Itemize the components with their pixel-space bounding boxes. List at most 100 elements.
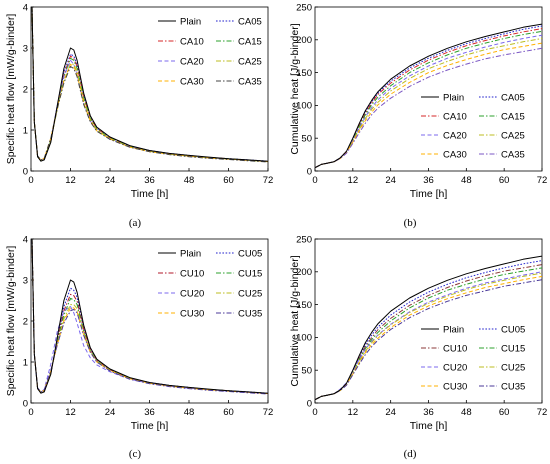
y-axis-label: Cumulative heat [J/g-binder] — [289, 23, 301, 154]
y-tick-label: 200 — [296, 267, 312, 278]
y-tick-label: 3 — [23, 43, 28, 54]
y-axis-label: Specific heat flow [mW/g-binder] — [5, 246, 17, 397]
caption-a: (a) — [129, 217, 142, 229]
x-tick-label: 12 — [348, 407, 359, 418]
legend-label-ca20: CA20 — [443, 130, 467, 141]
x-tick-label: 0 — [312, 175, 317, 186]
series-line-ca20 — [31, 7, 268, 163]
x-tick-label: 72 — [537, 175, 548, 186]
caption-d: (d) — [404, 448, 417, 460]
y-tick-label: 2 — [23, 84, 28, 95]
x-tick-label: 24 — [385, 407, 396, 418]
x-tick-label: 48 — [461, 407, 472, 418]
y-tick-label: 100 — [296, 101, 312, 112]
x-tick-label: 48 — [461, 175, 472, 186]
series-line-ca30 — [31, 7, 268, 163]
x-tick-label: 24 — [105, 407, 116, 418]
x-tick-label: 12 — [65, 175, 76, 186]
legend-label-ca10: CA10 — [443, 111, 467, 122]
y-tick-label: 2 — [23, 316, 28, 327]
x-tick-label: 12 — [348, 175, 359, 186]
series-line-ca15 — [31, 7, 268, 163]
legend-label-plain: Plain — [443, 324, 464, 335]
legend-label-cu05: CU05 — [501, 324, 525, 335]
legend-label-cu35: CU35 — [238, 308, 262, 319]
series-line-ca10 — [31, 7, 268, 163]
legend-label-ca05: CA05 — [238, 16, 262, 27]
legend-label-ca10: CA10 — [180, 36, 204, 47]
legend-label-cu25: CU25 — [238, 288, 262, 299]
x-tick-label: 0 — [312, 407, 317, 418]
series-line-cu10 — [31, 239, 268, 395]
x-axis-label: Time [h] — [410, 420, 448, 432]
x-tick-label: 0 — [28, 407, 33, 418]
y-tick-label: 200 — [296, 35, 312, 46]
legend-label-cu25: CU25 — [501, 362, 525, 373]
series-line-cu05 — [315, 260, 542, 401]
x-tick-label: 72 — [263, 407, 274, 418]
legend-label-plain: Plain — [443, 92, 464, 103]
x-tick-label: 24 — [105, 175, 116, 186]
plot-frame — [30, 238, 269, 404]
panel-b-cumulative-heat-chart: 0 12 24 36 48 60 72 0 50 100 150 200 250 Time [h] Cumu… — [289, 2, 547, 200]
y-tick-label: 0 — [23, 398, 28, 409]
legend-label-cu30: CU30 — [180, 308, 204, 319]
legend-label-plain: Plain — [180, 16, 201, 27]
plot-frame — [30, 6, 269, 172]
y-axis-label: Specific heat flow [mW/g-binder] — [5, 14, 17, 165]
legend-label-cu10: CU10 — [180, 268, 204, 279]
x-axis-label: Time [h] — [131, 188, 169, 200]
y-tick-label: 100 — [296, 333, 312, 344]
y-tick-label: 50 — [301, 134, 312, 145]
y-axis-label: Cumulative heat [J/g-binder] — [289, 255, 301, 386]
series-line-ca25 — [31, 7, 268, 163]
y-tick-label: 250 — [296, 2, 312, 13]
series-line-ca05 — [315, 25, 542, 169]
y-tick-label: 3 — [23, 275, 28, 286]
x-tick-label: 48 — [184, 175, 195, 186]
legend-label-ca25: CA25 — [238, 56, 262, 67]
legend-label-cu10: CU10 — [443, 343, 467, 354]
legend-label-ca35: CA35 — [238, 76, 262, 87]
x-tick-label: 60 — [223, 175, 234, 186]
y-tick-label: 0 — [307, 166, 312, 177]
legend-label-cu05: CU05 — [238, 248, 262, 259]
x-tick-label: 60 — [499, 175, 510, 186]
legend-label-ca35: CA35 — [501, 149, 525, 160]
panel-d-cumulative-heat-chart: 0 12 24 36 48 60 72 0 50 100 150 200 250 Time [h] Cumu… — [289, 234, 547, 432]
series-line-plain — [31, 239, 268, 394]
x-tick-label: 36 — [423, 175, 434, 186]
y-tick-label: 0 — [307, 398, 312, 409]
x-axis-label: Time [h] — [131, 420, 169, 432]
series-line-ca35 — [31, 7, 268, 163]
x-tick-label: 72 — [537, 407, 548, 418]
x-tick-label: 72 — [263, 175, 274, 186]
x-tick-label: 60 — [223, 407, 234, 418]
x-tick-label: 12 — [65, 407, 76, 418]
legend-label-cu15: CU15 — [501, 343, 525, 354]
legend-label-ca30: CA30 — [443, 149, 467, 160]
legend-label-ca30: CA30 — [180, 76, 204, 87]
y-tick-label: 4 — [23, 234, 28, 245]
y-tick-label: 1 — [23, 357, 28, 368]
y-tick-label: 4 — [23, 2, 28, 13]
caption-b: (b) — [404, 217, 417, 229]
y-tick-label: 150 — [296, 300, 312, 311]
x-tick-label: 36 — [144, 175, 155, 186]
caption-c: (c) — [129, 448, 142, 460]
y-tick-label: 1 — [23, 125, 28, 136]
y-tick-label: 50 — [301, 366, 312, 377]
series-line-plain — [315, 255, 542, 401]
legend-label-ca20: CA20 — [180, 56, 204, 67]
legend-label-cu30: CU30 — [443, 381, 467, 392]
legend-label-ca25: CA25 — [501, 130, 525, 141]
legend-label-ca05: CA05 — [501, 92, 525, 103]
series-line-ca05 — [31, 7, 268, 162]
x-tick-label: 0 — [28, 175, 33, 186]
x-tick-label: 36 — [144, 407, 155, 418]
y-tick-label: 0 — [23, 166, 28, 177]
series-line-cu35 — [31, 239, 268, 395]
legend-label-cu20: CU20 — [443, 362, 467, 373]
series-line-plain — [31, 7, 268, 162]
